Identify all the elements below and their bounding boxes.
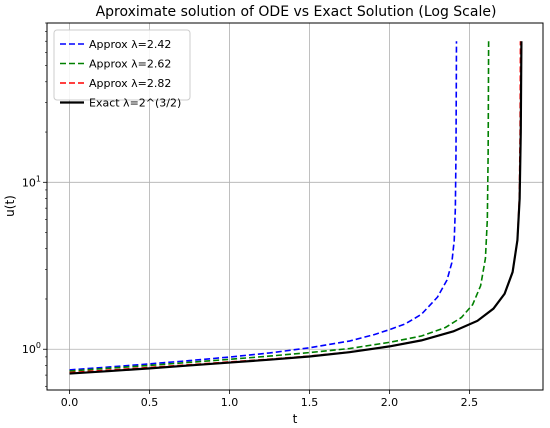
series-line-4	[69, 41, 523, 375]
x-tick-label: 1.0	[221, 396, 239, 409]
legend: Approx λ=2.42 Approx λ=2.62 Approx λ=2.82 E…	[53, 29, 191, 110]
legend-label: Approx λ=2.82	[89, 77, 171, 90]
y-axis-label: u(t)	[3, 195, 17, 217]
x-axis-label: t	[293, 412, 298, 426]
series-line-1	[69, 41, 458, 371]
legend-label: Exact λ=2^(3/2)	[89, 97, 181, 110]
chart-title: Aproximate solution of ODE vs Exact Solu…	[96, 4, 497, 20]
x-tick-label: 0.0	[61, 396, 79, 409]
plot-frame	[46, 22, 544, 391]
legend-label: Approx λ=2.42	[89, 38, 171, 51]
legend-box	[53, 29, 191, 101]
x-axis-ticks: 0.0 0.5 1.0 1.5 2.0 2.5	[61, 390, 478, 409]
x-tick-label: 1.5	[301, 396, 319, 409]
series-layer	[69, 41, 523, 375]
y-axis-ticks: 100 101	[22, 22, 47, 387]
x-tick-label: 0.5	[141, 396, 159, 409]
y-tick-label: 101	[22, 174, 41, 189]
y-tick-label: 100	[22, 341, 41, 356]
legend-label: Approx λ=2.62	[89, 58, 171, 71]
x-tick-label: 2.0	[381, 396, 399, 409]
series-line-2	[69, 41, 490, 372]
x-tick-label: 2.5	[461, 396, 479, 409]
